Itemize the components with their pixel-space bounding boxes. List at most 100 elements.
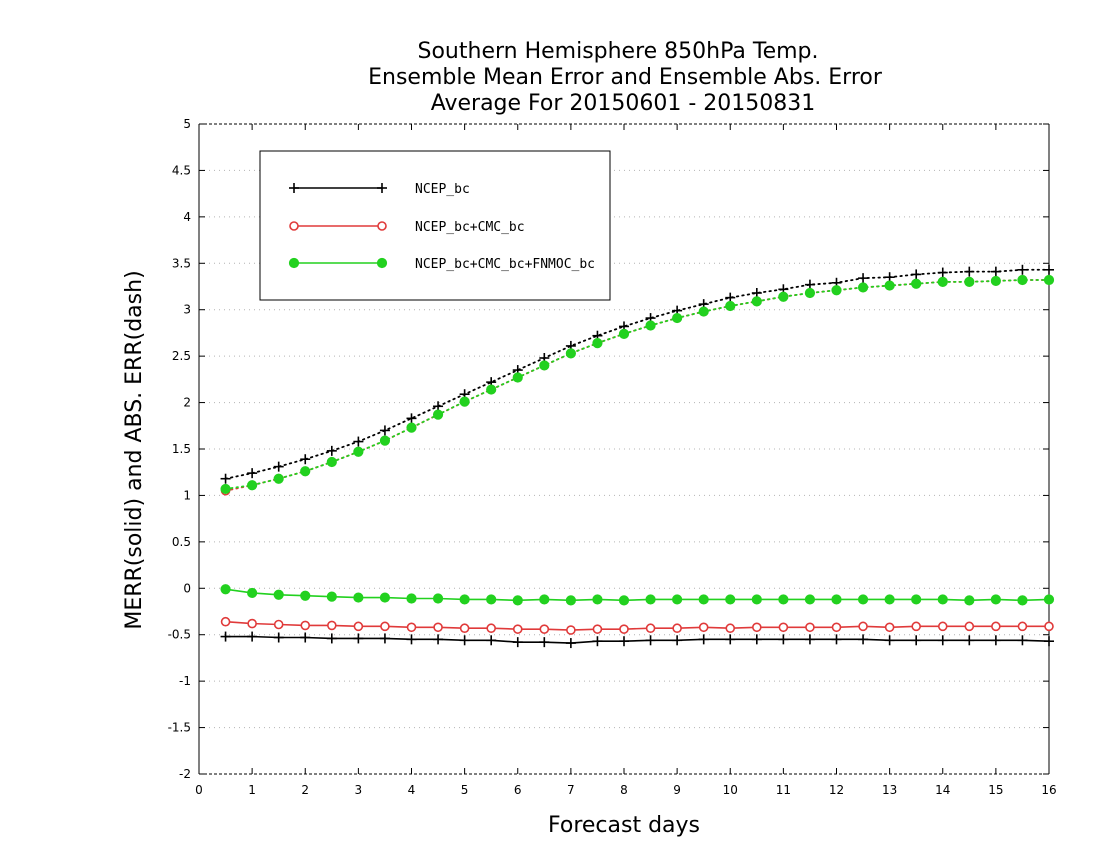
merr-point	[698, 622, 709, 633]
y-tick-label: 1	[183, 488, 191, 502]
abs-err-point	[486, 384, 497, 395]
merr-point	[273, 619, 284, 630]
merr-point	[512, 637, 523, 648]
y-tick-label: 4.5	[172, 163, 191, 177]
abs-err-point	[831, 285, 842, 296]
merr-point	[353, 592, 364, 603]
merr-point	[1017, 635, 1028, 646]
abs-err-point	[964, 266, 975, 277]
abs-err-point	[1043, 274, 1055, 286]
abs-err-point	[273, 473, 284, 484]
merr-point	[300, 620, 311, 631]
x-tick-label: 16	[1041, 783, 1056, 797]
merr-point	[964, 621, 975, 632]
x-tick-label: 6	[514, 783, 522, 797]
merr-point	[433, 634, 444, 645]
merr-point	[326, 633, 337, 644]
merr-point	[486, 594, 497, 605]
abs-err-point	[1044, 264, 1054, 275]
merr-point	[1044, 636, 1054, 647]
merr-point	[937, 621, 948, 632]
abs-err-point	[326, 456, 337, 468]
x-tick-label: 3	[355, 783, 363, 797]
merr-point	[672, 623, 682, 634]
y-tick-label: -2	[179, 767, 191, 781]
merr-point	[512, 624, 523, 634]
abs-err-point	[300, 466, 311, 477]
y-tick-label: 5	[183, 117, 191, 131]
merr-point	[220, 584, 231, 595]
abs-err-point	[911, 278, 922, 289]
merr-point	[778, 594, 789, 605]
x-tick-label: 7	[567, 783, 575, 797]
grid-lines	[199, 169, 1049, 729]
merr-point	[804, 594, 816, 605]
abs-err-point	[725, 300, 736, 312]
merr-line	[225, 588, 1050, 602]
axis-ticks: -2-1.5-1-0.500.511.522.533.544.550 1 2 3 4 5 6…	[168, 117, 1057, 797]
merr-point	[486, 635, 497, 646]
abs-err-point	[884, 280, 895, 291]
merr-point	[725, 623, 736, 634]
merr-point	[327, 620, 337, 631]
merr-point	[964, 635, 975, 646]
abs-err-point	[990, 275, 1001, 287]
abs-err-point	[539, 360, 550, 371]
x-tick-label: 13	[882, 783, 897, 797]
abs-err-point	[911, 269, 922, 280]
merr-point	[831, 634, 842, 645]
merr-point	[911, 635, 922, 646]
merr-point	[406, 593, 417, 604]
merr-point	[964, 595, 975, 606]
merr-point	[619, 624, 629, 634]
merr-point	[379, 592, 391, 603]
merr-point	[990, 635, 1001, 646]
merr-point	[751, 634, 762, 645]
legend-marker-end	[377, 183, 387, 193]
abs-err-point	[1017, 264, 1028, 275]
merr-point	[778, 622, 789, 633]
merr-point	[858, 621, 868, 632]
y-tick-label: 1.5	[172, 442, 191, 456]
abs-err-point	[326, 445, 337, 456]
abs-err-point	[220, 483, 231, 495]
merr-point	[751, 594, 762, 605]
legend-marker-start	[288, 257, 300, 269]
merr-point	[459, 623, 470, 634]
merr-point	[432, 593, 444, 604]
x-tick-label: 11	[776, 783, 791, 797]
legend: NCEP_bc NCEP_bc+CMC_bc NCEP_bc+CMC_bc+FNMO…	[259, 150, 611, 301]
legend-marker-end	[377, 221, 387, 231]
abs-err-point	[353, 436, 364, 447]
merr-point	[1017, 595, 1028, 606]
merr-point	[752, 622, 762, 633]
abs-err-line	[224, 279, 1050, 492]
legend-marker-start	[289, 183, 299, 193]
x-tick-label: 14	[935, 783, 950, 797]
merr-point	[857, 594, 869, 605]
merr-point	[300, 632, 311, 643]
merr-point	[406, 634, 417, 645]
merr-point	[937, 594, 948, 605]
y-tick-label: 2	[183, 396, 191, 410]
abs-err-point	[379, 435, 391, 446]
merr-point	[858, 634, 869, 645]
merr-point	[379, 633, 390, 644]
y-tick-label: 0.5	[172, 535, 191, 549]
merr-point	[698, 594, 709, 605]
merr-point	[380, 621, 390, 632]
abs-err-point	[857, 282, 869, 293]
merr-point	[991, 621, 1001, 632]
title-line-1: Southern Hemisphere 850hPa Temp.	[418, 39, 819, 64]
x-tick-label: 12	[829, 783, 844, 797]
abs-err-point	[858, 273, 869, 284]
abs-err-point	[353, 446, 364, 457]
merr-point	[539, 594, 550, 605]
merr-point	[512, 595, 523, 606]
abs-err-line	[224, 268, 1050, 480]
legend-label: NCEP_bc+CMC_bc	[415, 220, 525, 235]
abs-err-point	[459, 396, 470, 407]
x-tick-label: 9	[673, 783, 681, 797]
merr-point	[406, 622, 417, 633]
